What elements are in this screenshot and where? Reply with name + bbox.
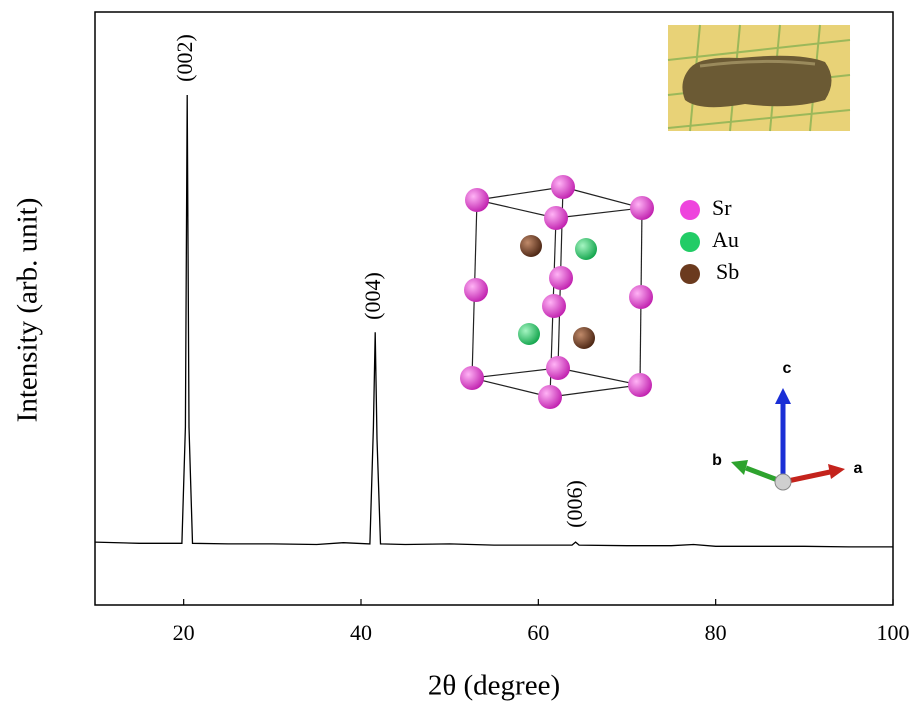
x-tick-label: 60 (527, 620, 549, 645)
sample-photo (667, 24, 851, 132)
axes-triad (731, 388, 845, 491)
legend-swatch (680, 232, 700, 252)
legend-swatch (680, 264, 700, 284)
axis-direction-label: b (712, 452, 722, 469)
y-axis-label: Intensity (arb. unit) (12, 198, 44, 423)
crystal-structure (460, 175, 654, 409)
peak-label: (002) (172, 34, 197, 82)
x-tick-label: 20 (173, 620, 195, 645)
x-tick-label: 40 (350, 620, 372, 645)
x-axis-label: 2θ (degree) (428, 670, 560, 702)
plot-frame (94, 11, 894, 606)
axis-direction-label: a (854, 460, 863, 477)
axis-direction-label: c (783, 360, 792, 377)
x-tick-label: 100 (877, 620, 910, 645)
peak-label: (006) (562, 480, 587, 528)
xrd-line (94, 94, 893, 548)
legend-label: Au (712, 227, 739, 252)
legend-label: Sb (716, 259, 739, 284)
legend-label: Sr (712, 195, 732, 220)
x-tick-label: 80 (705, 620, 727, 645)
peak-label: (004) (360, 272, 385, 320)
legend-swatch (680, 200, 700, 220)
